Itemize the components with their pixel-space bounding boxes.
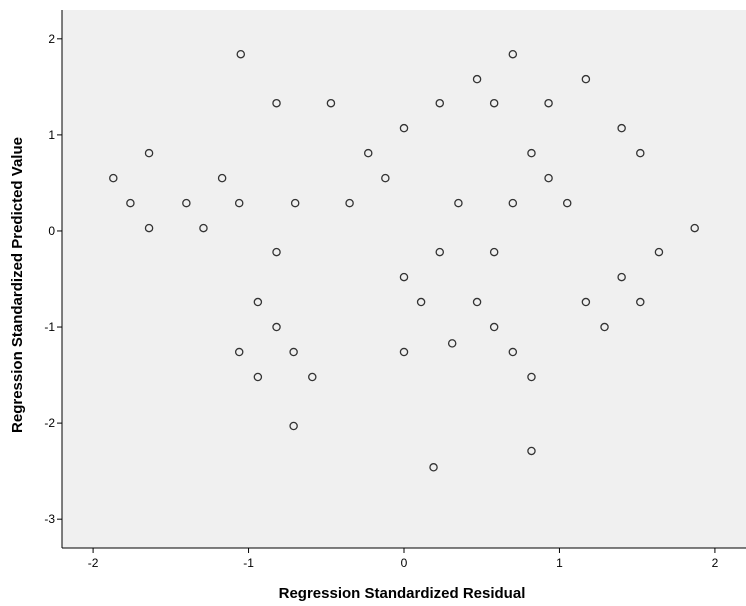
y-tick-label: -1	[44, 320, 55, 334]
x-axis-title: Regression Standardized Residual	[279, 585, 526, 602]
data-point	[182, 198, 191, 208]
data-point	[617, 272, 626, 282]
plot-area	[62, 10, 746, 548]
data-point	[326, 98, 336, 108]
y-tick-label: 2	[48, 32, 55, 46]
data-point	[654, 247, 664, 257]
data-point	[399, 123, 409, 133]
data-point	[289, 347, 298, 357]
x-tick-label: 0	[401, 556, 408, 570]
data-point	[527, 372, 536, 382]
data-point	[489, 322, 499, 332]
data-point	[636, 148, 645, 158]
data-point	[429, 463, 438, 472]
data-point	[253, 297, 263, 307]
data-point	[435, 247, 445, 257]
y-axis-title: Regression Standardized Predicted Value	[9, 137, 26, 433]
data-point	[454, 198, 463, 208]
data-point	[600, 322, 609, 332]
data-point	[416, 297, 426, 307]
data-point	[109, 173, 118, 183]
data-point	[234, 198, 244, 208]
data-point	[527, 148, 536, 158]
data-point	[489, 98, 499, 108]
axis-ticks: -2 -1 0 1 2 -3 -2 -1 0 1 2	[44, 32, 718, 570]
data-point	[217, 173, 227, 183]
data-point	[399, 347, 409, 357]
data-point	[435, 98, 445, 108]
data-point	[236, 49, 246, 59]
data-point	[508, 198, 518, 208]
data-point	[581, 297, 591, 307]
x-tick-label: -2	[88, 556, 99, 570]
y-tick-label: -2	[44, 416, 55, 430]
data-point	[363, 148, 373, 158]
data-point	[690, 223, 699, 233]
data-point	[272, 322, 281, 332]
data-point	[581, 74, 591, 84]
data-point	[253, 372, 263, 382]
data-point	[472, 297, 482, 307]
data-point	[617, 123, 626, 133]
data-point	[381, 173, 390, 183]
data-point	[544, 173, 553, 183]
data-point	[508, 347, 518, 357]
data-point	[508, 49, 518, 59]
data-point	[289, 421, 298, 431]
data-point	[199, 223, 208, 233]
data-point	[144, 223, 154, 233]
data-point	[489, 247, 499, 257]
y-tick-label: -3	[44, 512, 55, 526]
data-point	[636, 297, 645, 307]
data-point	[144, 148, 154, 158]
data-point	[234, 347, 244, 357]
y-tick-label: 0	[48, 224, 55, 238]
data-point	[562, 198, 572, 208]
data-point	[472, 74, 482, 84]
data-point	[544, 98, 553, 108]
data-point	[399, 272, 409, 282]
x-tick-label: -1	[243, 556, 254, 570]
data-point	[126, 198, 135, 208]
y-tick-label: 1	[48, 128, 55, 142]
data-point	[447, 339, 457, 348]
data-points	[109, 49, 699, 472]
data-point	[272, 247, 281, 257]
data-point	[272, 98, 281, 108]
data-point	[290, 198, 300, 208]
x-tick-label: 1	[556, 556, 563, 570]
data-point	[345, 198, 354, 208]
data-point	[308, 372, 317, 382]
x-tick-label: 2	[712, 556, 719, 570]
data-point	[527, 446, 536, 456]
